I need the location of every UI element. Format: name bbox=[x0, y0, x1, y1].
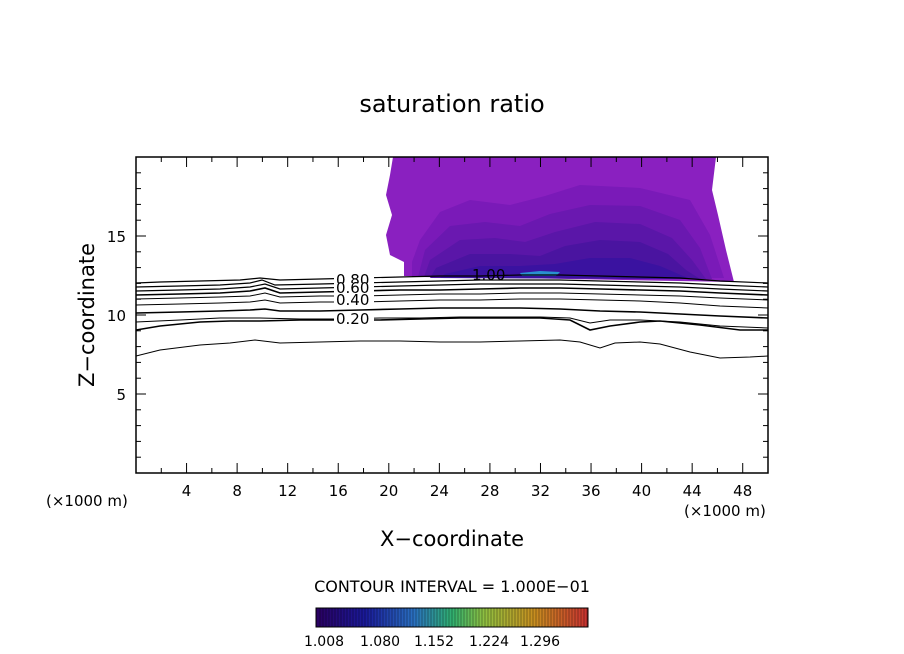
colorbar-tick-label: 1.224 bbox=[469, 634, 509, 650]
y-axis-label: Z−coordinate bbox=[75, 243, 99, 387]
x-tick-label: 40 bbox=[632, 482, 651, 500]
chart-title: saturation ratio bbox=[359, 90, 544, 118]
contour-line bbox=[136, 316, 768, 329]
colorbar-tick-label: 1.008 bbox=[304, 634, 344, 650]
x-tick-label: 4 bbox=[182, 482, 192, 500]
contour-line bbox=[136, 292, 768, 301]
x-tick-label: 20 bbox=[379, 482, 398, 500]
y-tick-label: 5 bbox=[116, 386, 126, 404]
contour-line bbox=[136, 287, 768, 296]
contour-line bbox=[136, 317, 768, 331]
contour-line bbox=[136, 279, 768, 288]
x-tick-label: 24 bbox=[430, 482, 449, 500]
colorbar-tick-label: 1.080 bbox=[360, 634, 400, 650]
contour-line bbox=[136, 307, 768, 319]
shade-region-5 bbox=[440, 258, 690, 279]
x-tick-label: 36 bbox=[581, 482, 600, 500]
x-axis-unit-right: (×1000 m) bbox=[684, 502, 766, 520]
x-tick-label: 44 bbox=[683, 482, 702, 500]
y-tick-label: 10 bbox=[107, 307, 126, 325]
x-tick-label: 8 bbox=[232, 482, 242, 500]
contour-label: 1.00 bbox=[472, 266, 505, 284]
contour-line bbox=[136, 298, 768, 309]
contour-line bbox=[136, 274, 768, 284]
contour-line bbox=[136, 283, 768, 292]
contour-lines bbox=[136, 274, 768, 359]
x-tick-label: 16 bbox=[329, 482, 348, 500]
x-axis-label: X−coordinate bbox=[380, 527, 524, 551]
x-tick-label: 12 bbox=[278, 482, 297, 500]
y-tick-label: 15 bbox=[107, 228, 126, 246]
supersaturation-shading bbox=[386, 157, 734, 282]
x-tick-label: 28 bbox=[480, 482, 499, 500]
contour-label: 0.40 bbox=[336, 291, 369, 309]
contour-line bbox=[136, 339, 768, 359]
colorbar-tick-label: 1.152 bbox=[414, 634, 454, 650]
contour-interval-text: CONTOUR INTERVAL = 1.000E−01 bbox=[314, 577, 590, 596]
x-tick-label: 32 bbox=[531, 482, 550, 500]
contour-label: 0.60 bbox=[336, 279, 369, 297]
x-axis-unit-left: (×1000 m) bbox=[46, 492, 128, 510]
x-tick-label: 48 bbox=[733, 482, 752, 500]
contour-label: 0.20 bbox=[336, 310, 369, 328]
colorbar-tick-label: 1.296 bbox=[520, 634, 560, 650]
contour-labels: 0.80 0.60 0.40 0.20 1.00 bbox=[334, 266, 505, 328]
